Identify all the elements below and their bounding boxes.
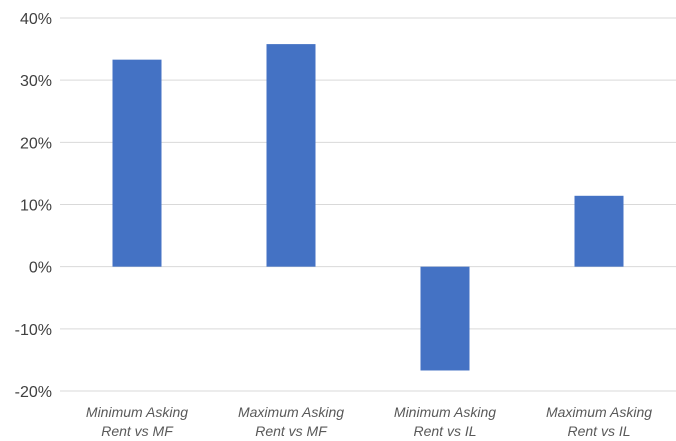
- bar: [574, 195, 624, 267]
- bar: [112, 59, 162, 267]
- y-tick-label: -10%: [15, 322, 52, 339]
- bars: [112, 44, 624, 371]
- x-category-label: Minimum Asking Rent vs IL: [394, 404, 496, 439]
- x-category-label: Minimum Asking Rent vs MF: [86, 404, 188, 439]
- y-tick-label: -20%: [15, 384, 52, 401]
- x-category-label-line: Minimum Asking: [86, 404, 188, 420]
- x-category-label-line: Rent vs IL: [567, 423, 630, 439]
- y-tick-label: 40%: [20, 11, 52, 28]
- x-category-label-line: Rent vs MF: [101, 423, 174, 439]
- x-category-label-line: Maximum Asking: [546, 404, 652, 420]
- x-category-label-line: Maximum Asking: [238, 404, 344, 420]
- bar: [420, 266, 470, 371]
- y-tick-label: 0%: [29, 260, 52, 277]
- x-category-label-line: Rent vs IL: [413, 423, 476, 439]
- y-tick-label: 20%: [20, 135, 52, 152]
- bar: [266, 44, 316, 267]
- x-category-label: Maximum Asking Rent vs IL: [546, 404, 652, 439]
- y-axis-tick-labels: 40% 30% 20% 10% 0% -10% -20%: [15, 11, 52, 401]
- x-axis-category-labels: Minimum Asking Rent vs MF Maximum Asking Re…: [86, 404, 652, 439]
- x-category-label-line: Rent vs MF: [255, 423, 328, 439]
- x-category-label-line: Minimum Asking: [394, 404, 496, 420]
- gridlines: [60, 17, 676, 392]
- y-tick-label: 30%: [20, 73, 52, 90]
- y-tick-label: 10%: [20, 198, 52, 215]
- x-category-label: Maximum Asking Rent vs MF: [238, 404, 344, 439]
